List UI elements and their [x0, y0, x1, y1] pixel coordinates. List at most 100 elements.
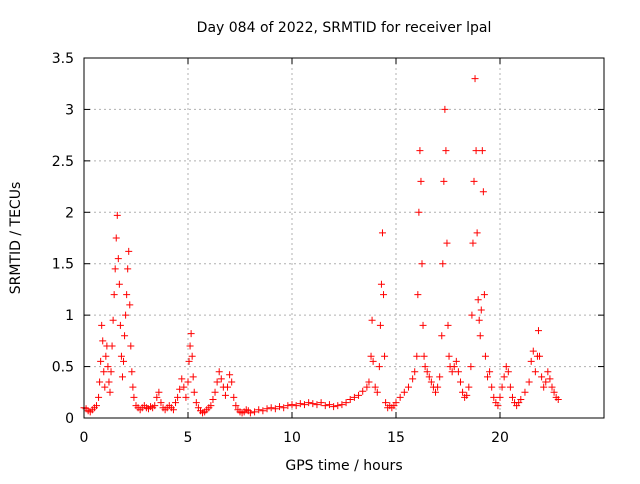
data-point	[172, 399, 180, 407]
data-point	[123, 291, 131, 299]
data-point	[217, 375, 225, 383]
data-point	[392, 399, 400, 407]
data-point	[417, 177, 425, 185]
data-point	[420, 352, 428, 360]
data-point	[521, 388, 529, 396]
data-point	[472, 147, 480, 155]
data-point	[221, 391, 229, 399]
data-point	[350, 393, 358, 401]
data-point	[531, 368, 539, 376]
data-point	[127, 342, 135, 350]
data-point	[454, 368, 462, 376]
data-point	[246, 409, 254, 417]
data-point	[113, 211, 121, 219]
data-point	[271, 405, 279, 413]
data-point	[267, 404, 275, 412]
data-point	[230, 393, 238, 401]
y-tick-label: 1	[65, 308, 74, 324]
data-point	[421, 363, 429, 371]
data-point	[215, 368, 223, 376]
data-point	[484, 373, 492, 381]
y-tick-label: 1.5	[52, 257, 74, 273]
data-point	[187, 330, 195, 338]
data-point	[153, 393, 161, 401]
y-tick-label: 3.5	[52, 51, 74, 67]
data-point	[525, 378, 533, 386]
data-point	[224, 383, 232, 391]
data-point	[473, 229, 481, 237]
data-point	[452, 357, 460, 365]
data-point	[190, 388, 198, 396]
data-point	[534, 327, 542, 335]
data-point	[105, 378, 113, 386]
data-point	[415, 208, 423, 216]
x-tick-label: 15	[387, 430, 405, 446]
data-point	[178, 375, 186, 383]
data-point	[213, 378, 221, 386]
data-point	[174, 393, 182, 401]
x-axis-label: GPS time / hours	[285, 458, 402, 474]
data-point	[110, 291, 118, 299]
data-point	[130, 393, 138, 401]
data-point	[443, 239, 451, 247]
data-point	[99, 337, 107, 345]
data-point	[259, 407, 267, 415]
data-point	[106, 388, 114, 396]
data-point	[117, 352, 125, 360]
data-point	[440, 177, 448, 185]
data-point	[427, 378, 435, 386]
data-point	[288, 401, 296, 409]
data-point	[182, 393, 190, 401]
data-point	[104, 363, 112, 371]
data-point	[434, 383, 442, 391]
data-point	[317, 399, 325, 407]
data-point	[188, 352, 196, 360]
data-point	[192, 399, 200, 407]
data-point	[120, 357, 128, 365]
data-point	[251, 408, 259, 416]
data-point	[508, 393, 516, 401]
data-point	[321, 402, 329, 410]
x-tick-label: 0	[80, 430, 89, 446]
data-point	[111, 265, 119, 273]
data-point	[330, 403, 338, 411]
data-point	[538, 373, 546, 381]
data-point	[548, 383, 556, 391]
data-point	[380, 291, 388, 299]
data-point	[107, 368, 115, 376]
data-point	[517, 395, 525, 403]
y-tick-label: 3	[65, 102, 74, 118]
data-point	[129, 383, 137, 391]
data-point	[125, 247, 133, 255]
data-point	[536, 352, 544, 360]
data-point	[157, 399, 165, 407]
data-point	[400, 388, 408, 396]
data-point	[542, 378, 550, 386]
data-point	[432, 388, 440, 396]
data-point	[118, 373, 126, 381]
data-point	[500, 373, 508, 381]
data-point	[480, 291, 488, 299]
data-point	[334, 402, 342, 410]
data-point	[375, 363, 383, 371]
data-point	[488, 383, 496, 391]
data-point	[448, 368, 456, 376]
data-point	[413, 352, 421, 360]
data-point	[342, 399, 350, 407]
data-point	[486, 368, 494, 376]
data-point	[418, 260, 426, 268]
data-point	[414, 291, 422, 299]
data-point	[479, 188, 487, 196]
grid-layer	[84, 58, 604, 418]
tick-layer: 0 5 10 15 20 0 0.5 1 1.5 2 2.5 3 3.5	[52, 51, 604, 446]
data-point	[186, 342, 194, 350]
data-point	[325, 401, 333, 409]
data-point	[481, 352, 489, 360]
data-point	[554, 395, 562, 403]
data-point	[527, 357, 535, 365]
data-point	[185, 357, 193, 365]
y-tick-label: 0.5	[52, 360, 74, 376]
data-point	[474, 296, 482, 304]
data-point	[544, 368, 552, 376]
data-point	[124, 265, 132, 273]
